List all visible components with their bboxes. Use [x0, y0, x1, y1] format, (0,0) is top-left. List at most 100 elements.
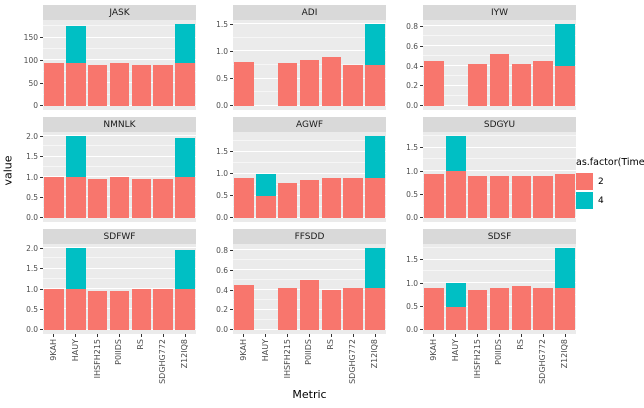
facet-strip: NMNLK — [43, 117, 196, 132]
bar-segment-time2 — [65, 177, 86, 218]
facet-body: 0.0 0.2 0.4 0.6 0.8 — [206, 244, 386, 334]
x-tick-label-text: HAUY — [70, 339, 80, 362]
bar-segment-time2 — [555, 287, 575, 330]
minor-gridline — [43, 165, 196, 167]
facet-adi: ADI 0.0 0.5 1.0 1.5 — [206, 5, 386, 110]
y-tick-mark — [230, 78, 233, 80]
facet-body: 0 50 100 150 — [16, 20, 196, 110]
facet-title: FFSDD — [294, 231, 325, 242]
x-tick-label: IHSFH215 — [87, 339, 109, 386]
facet-body: 0.0 0.5 1.0 1.5 — [396, 244, 576, 334]
bar-segment-time2 — [489, 54, 510, 106]
bar-segment-time4 — [65, 248, 86, 289]
y-tick-mark — [40, 217, 43, 219]
y-tick-mark — [230, 217, 233, 219]
y-axis: 0.0 0.5 1.0 1.5 — [206, 132, 233, 222]
bar-segment-time2 — [65, 289, 86, 330]
x-tick-mark — [477, 334, 479, 337]
x-tick-mark — [455, 334, 457, 337]
y-tick-mark — [230, 23, 233, 25]
y-tick-mark — [230, 105, 233, 107]
y-tick-label: 1.5 — [216, 146, 228, 156]
x-tick-mark — [140, 334, 142, 337]
bar-segment-time4 — [445, 136, 466, 172]
x-axis: 9KAH HAUY IHSFH215 P0IIDS RS SDGHG772 Z12IQ8 — [233, 334, 386, 386]
y-tick-mark — [230, 173, 233, 175]
y-tick-mark — [230, 50, 233, 52]
bar-segment-time2 — [511, 175, 532, 218]
y-tick-label: 1.5 — [406, 143, 418, 153]
x-tick-label-text: 9KAH — [48, 339, 58, 361]
x-tick-label-text: P0IIDS — [304, 339, 314, 365]
bar-segment-time4 — [65, 136, 86, 177]
x-axis-spacer — [206, 334, 233, 386]
bar-segment-time2 — [533, 287, 554, 330]
bar-segment-time4 — [445, 283, 466, 307]
y-tick-label: 0.0 — [406, 101, 418, 111]
major-gridline — [43, 59, 196, 61]
y-tick-mark — [40, 82, 43, 84]
facets-grid: JASK 0 50 100 150 ADI 0.0 0.5 1.0 1.5 IYW 0.0 0.2 0.4… — [16, 5, 576, 386]
facet-title: IYW — [490, 7, 509, 18]
minor-gridline — [233, 36, 386, 38]
x-tick-label-text: SDGHG772 — [538, 339, 548, 384]
bar-segment-time2 — [44, 62, 64, 106]
facet-strip: SDFWF — [43, 229, 196, 244]
facet-strip: IYW — [423, 5, 576, 20]
facet-title: AGWF — [295, 119, 324, 130]
y-tick-label: 1.0 — [406, 278, 418, 288]
major-gridline — [43, 267, 196, 269]
facet-panel — [233, 244, 386, 334]
y-tick-label: 0.5 — [26, 192, 38, 202]
x-tick-label: IHSFH215 — [277, 339, 299, 386]
x-tick-label: SDGHG772 — [532, 339, 554, 386]
x-tick-mark — [520, 334, 522, 337]
bar-segment-time2 — [321, 56, 342, 106]
y-tick-label: 0.8 — [216, 245, 228, 255]
x-tick-label-text: RS — [136, 339, 146, 350]
bar-segment-time2 — [175, 289, 195, 330]
x-tick-mark — [162, 334, 164, 337]
y-tick-label: 1.0 — [406, 166, 418, 176]
y-tick-mark — [230, 329, 233, 331]
x-tick-label-text: Z12IQ8 — [370, 339, 380, 369]
bar-segment-time2 — [234, 285, 254, 330]
major-gridline — [43, 247, 196, 249]
x-tick-mark — [433, 334, 435, 337]
facet-jask: JASK 0 50 100 150 — [16, 5, 196, 110]
y-tick-mark — [40, 156, 43, 158]
major-gridline — [423, 282, 576, 284]
bar-segment-time2 — [424, 287, 444, 330]
bar-segment-time2 — [511, 285, 532, 330]
x-tick-mark — [97, 334, 99, 337]
bar-segment-time2 — [131, 179, 152, 218]
x-tick-label-text: Z12IQ8 — [180, 339, 190, 369]
x-axis-row: 9KAH HAUY IHSFH215 P0IIDS RS SDGHG772 Z12IQ8 — [396, 334, 576, 386]
facet-strip: JASK — [43, 5, 196, 20]
x-axis-row: 9KAH HAUY IHSFH215 P0IIDS RS SDGHG772 Z12IQ8 — [206, 334, 386, 386]
legend-key-2: 2 — [576, 173, 642, 190]
facet-body: 0.0 0.5 1.0 1.5 — [206, 132, 386, 222]
y-tick-label: 1.0 — [216, 46, 228, 56]
x-tick-label: 9KAH — [233, 339, 255, 386]
bar-segment-time2 — [44, 289, 64, 330]
y-tick-mark — [40, 247, 43, 249]
minor-gridline — [233, 139, 386, 141]
y-tick-mark — [40, 176, 43, 178]
bar-segment-time2 — [44, 177, 64, 218]
x-tick-label-text: 9KAH — [238, 339, 248, 361]
bar-segment-time2 — [489, 175, 510, 218]
major-gridline — [233, 50, 386, 52]
facet-sdfwf: SDFWF 0.0 0.5 1.0 1.5 2.0 9KAH HAUY IHSFH215 P0II… — [16, 229, 196, 386]
y-tick-mark — [230, 195, 233, 197]
y-axis: 0.0 0.5 1.0 1.5 — [206, 20, 233, 110]
x-tick-mark — [287, 334, 289, 337]
bar-segment-time2 — [255, 195, 276, 218]
y-tick-label: 0.2 — [406, 81, 418, 91]
bar-segment-time2 — [153, 179, 174, 218]
y-tick-mark — [420, 329, 423, 331]
bar-segment-time4 — [255, 173, 276, 196]
x-tick-label-text: SDGHG772 — [348, 339, 358, 384]
x-tick-label: RS — [320, 339, 342, 386]
y-tick-mark — [420, 194, 423, 196]
